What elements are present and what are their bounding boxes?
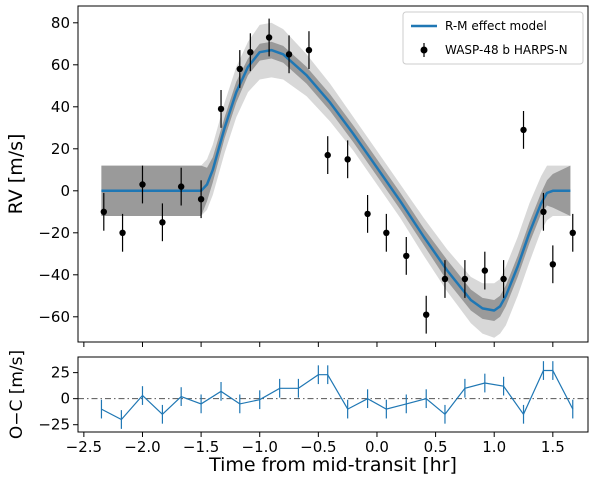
residuals-y-ticks: −25 0 25 — [38, 364, 78, 434]
legend-box — [402, 11, 584, 65]
rv-data-point — [119, 229, 126, 236]
model-outer-band — [101, 22, 571, 338]
rv-data-point — [520, 126, 527, 134]
rv-y-ticks: −60 −40 −20 0 20 40 60 80 — [38, 14, 78, 326]
rv-y-tick-label: 0 — [60, 182, 70, 200]
residuals-y-axis-label: O−C [m/s] — [7, 350, 27, 439]
rv-data-point — [383, 229, 390, 236]
rm-model-curve — [101, 48, 571, 312]
x-tick-label: −1.0 — [242, 438, 278, 456]
rv-data-point — [197, 196, 205, 203]
rv-data-point — [265, 34, 273, 41]
x-axis-label: Time from mid-transit [hr] — [208, 454, 457, 476]
rv-data-point — [100, 208, 107, 215]
x-tick-label: −0.5 — [300, 438, 336, 456]
rv-y-tick-label: −60 — [38, 308, 70, 326]
model-curve-layer — [101, 48, 571, 312]
x-tick-label: 0.5 — [424, 438, 448, 456]
rv-y-tick-label: −20 — [38, 224, 70, 242]
rv-data-point — [549, 261, 557, 268]
rv-data-point — [481, 267, 489, 274]
rv-panel: −60 −40 −20 0 20 40 60 80 RV [m/s] R-M effect m… — [5, 5, 589, 347]
legend-model-label: R-M effect model — [445, 19, 547, 33]
rv-data-point — [236, 65, 243, 73]
rv-data-point — [139, 181, 146, 188]
rv-y-tick-label: 40 — [51, 98, 70, 116]
rv-data-point — [461, 275, 469, 283]
rv-data-points — [100, 18, 576, 334]
rv-y-axis-label: RV [m/s] — [5, 134, 27, 215]
rv-data-point — [423, 311, 430, 318]
rv-data-point — [500, 275, 507, 283]
rv-data-point — [324, 151, 331, 159]
legend: R-M effect model WASP-48 b HARPS-N — [402, 11, 584, 65]
x-tick-label: −1.5 — [183, 438, 219, 456]
rv-data-point — [364, 210, 371, 218]
rv-data-point — [441, 275, 449, 283]
residuals-line — [101, 369, 574, 421]
rv-y-tick-label: −40 — [38, 266, 70, 284]
residuals-y-tick-label: 0 — [60, 390, 70, 408]
x-tick-label: 1.0 — [482, 438, 506, 456]
rv-data-point — [344, 156, 351, 163]
residuals-plot-frame — [77, 356, 589, 433]
rv-data-point — [285, 51, 293, 58]
rv-data-point — [217, 105, 225, 113]
x-tick-label: 0.0 — [365, 438, 389, 456]
model-uncertainty-bands — [101, 22, 571, 338]
residuals-y-tick-label: −25 — [38, 416, 70, 434]
model-inner-band — [101, 41, 571, 321]
rv-data-point — [177, 183, 185, 190]
rv-y-tick-label: 20 — [51, 140, 70, 158]
x-tick-label: −2.0 — [124, 438, 160, 456]
x-tick-label: 1.5 — [541, 438, 565, 456]
residual-data-layer — [100, 361, 574, 429]
legend-data-label: WASP-48 b HARPS-N — [445, 43, 568, 57]
rv-x-ticks — [83, 342, 554, 347]
legend-data-marker — [420, 46, 428, 54]
rv-y-tick-label: 80 — [51, 14, 70, 32]
rv-y-tick-label: 60 — [51, 56, 70, 74]
residuals-y-tick-label: 25 — [51, 364, 70, 382]
rv-data-point — [247, 49, 254, 56]
rv-data-point — [540, 208, 547, 215]
rv-data-point — [403, 252, 410, 260]
rv-data-point — [159, 219, 166, 226]
rv-plot-frame — [77, 5, 589, 343]
x-tick-label: −2.5 — [66, 438, 102, 456]
rv-data-point — [569, 229, 576, 236]
residuals-x-ticks: −2.5 −2.0 −1.5 −1.0 −0.5 0.0 0.5 1.0 1.5 — [66, 432, 565, 456]
rv-data-point — [305, 46, 313, 54]
